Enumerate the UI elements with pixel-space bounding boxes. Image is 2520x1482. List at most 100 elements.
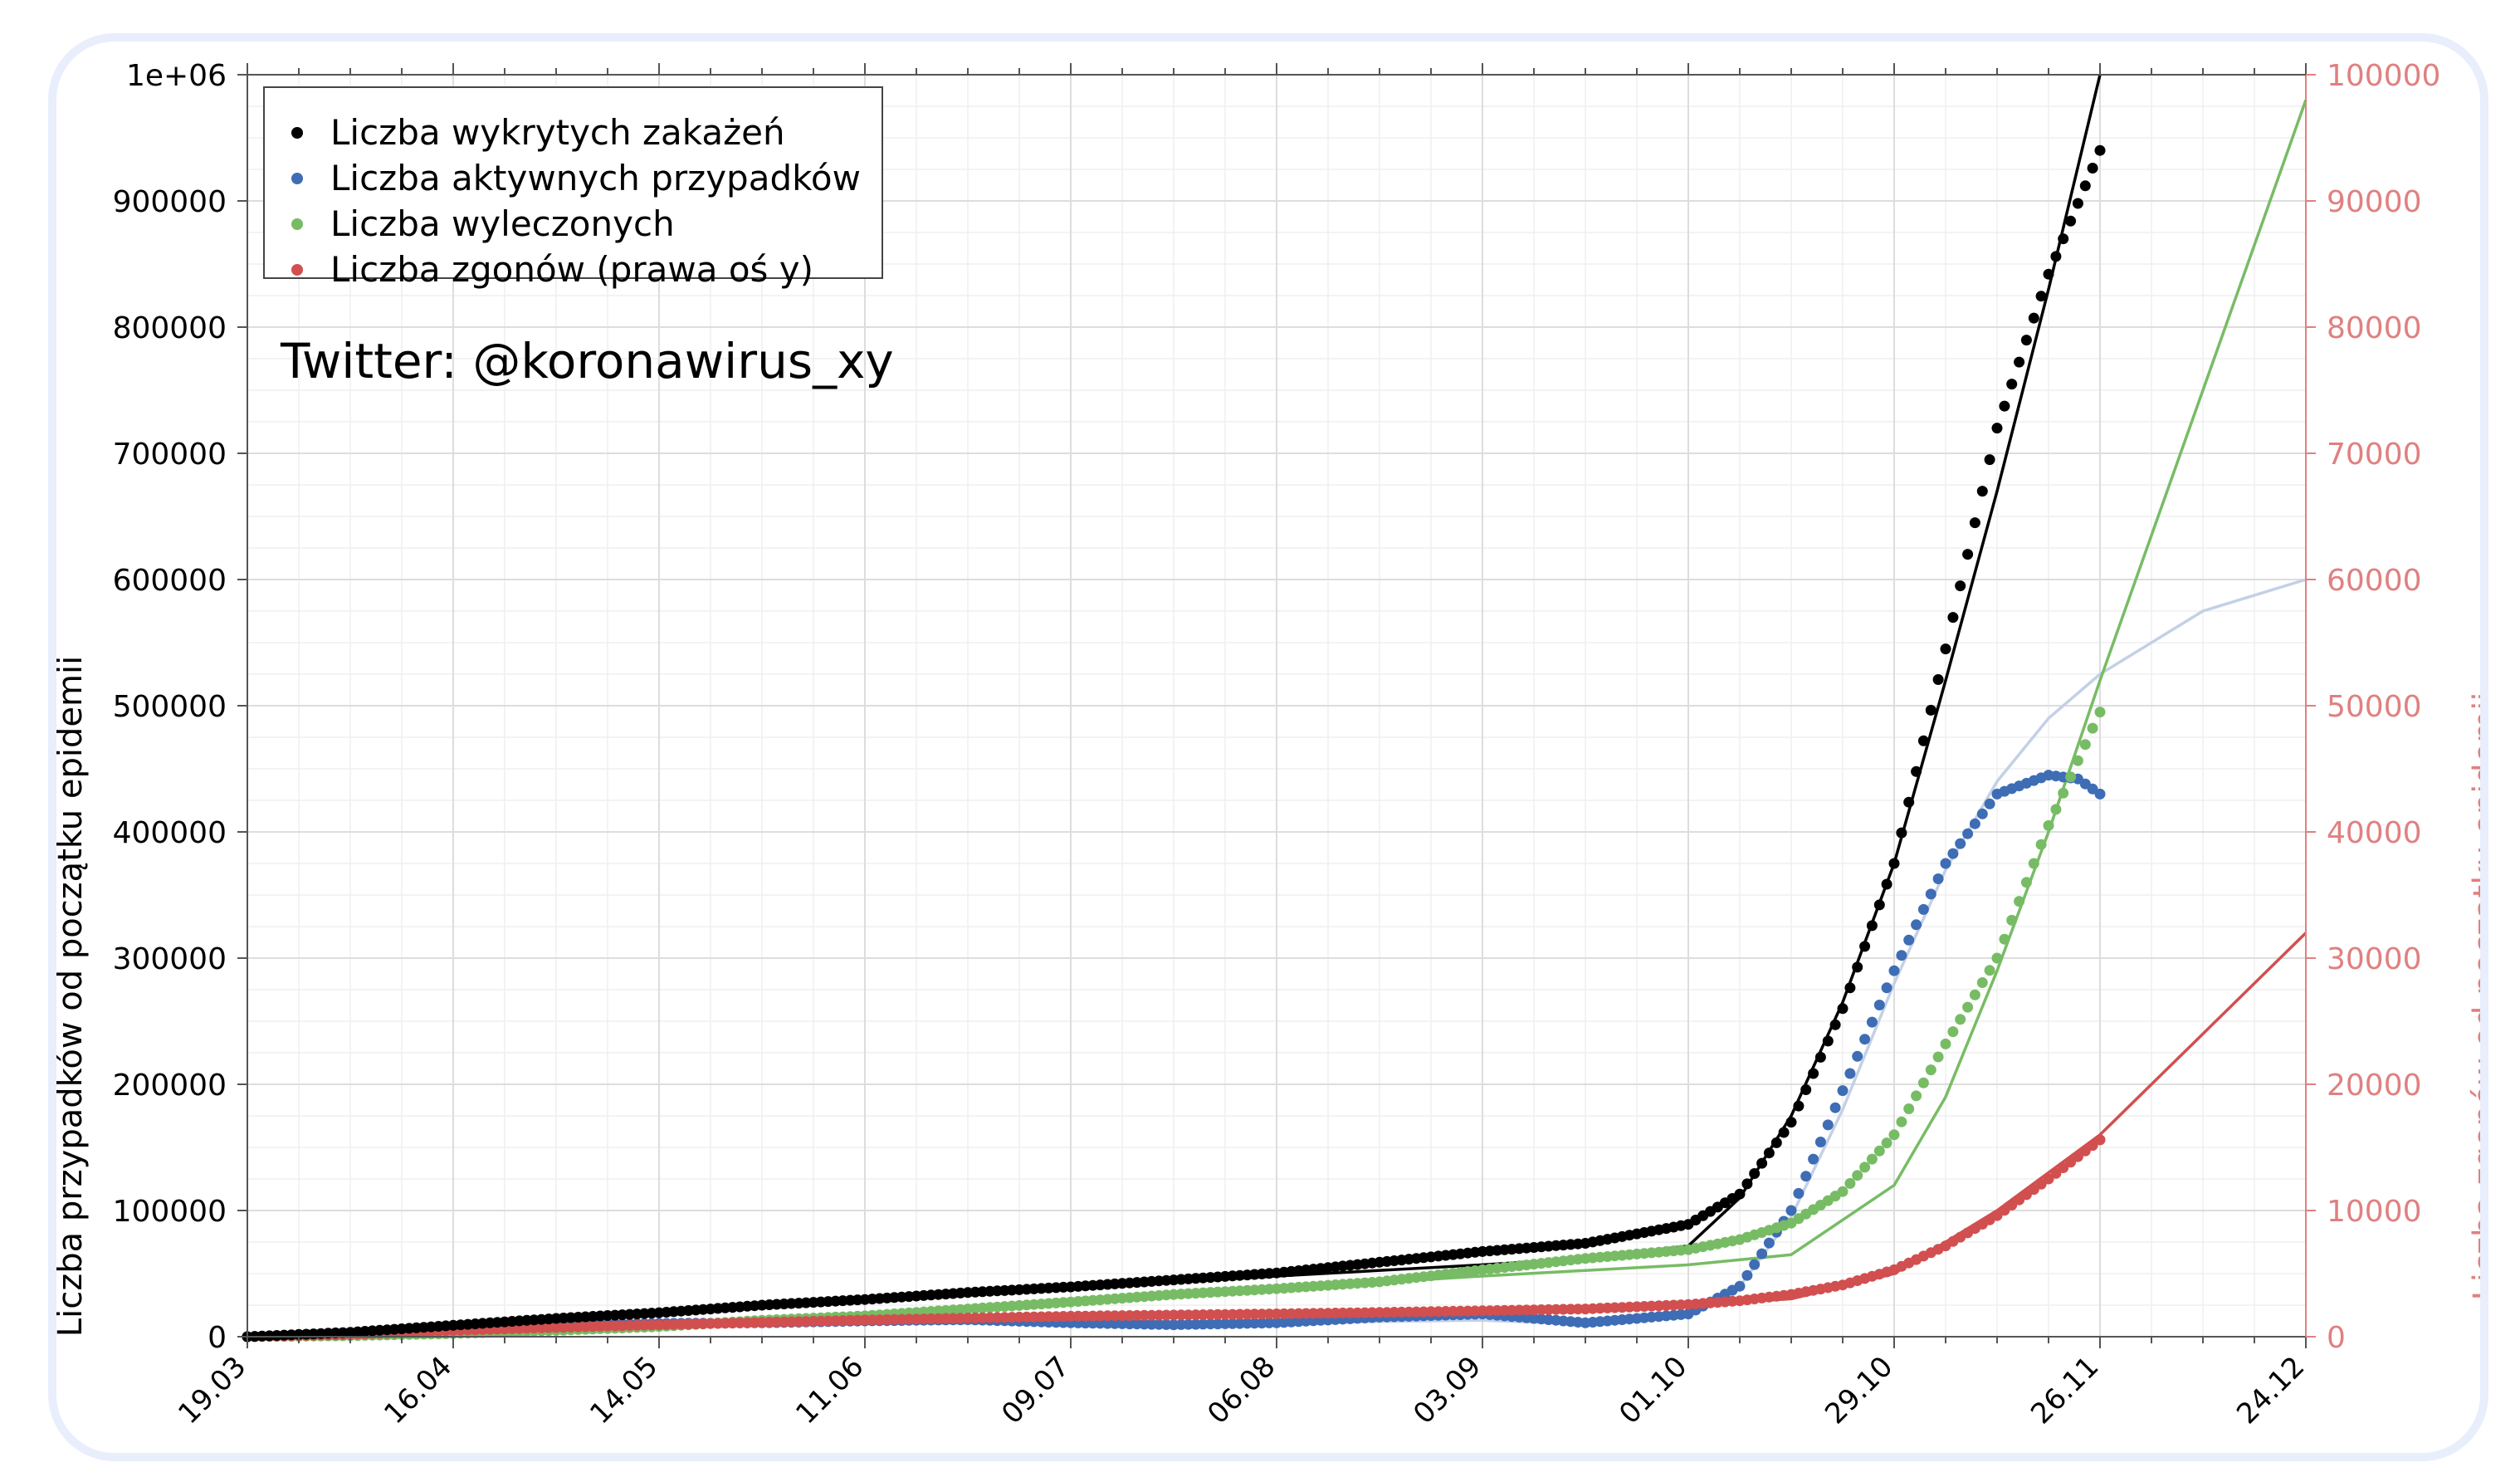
data-point-recovered	[1969, 989, 1980, 1000]
y2-tick-label: 70000	[2327, 438, 2422, 472]
legend-label-recovered: Liczba wyleczonych	[330, 203, 675, 244]
data-point-active	[1800, 1171, 1812, 1182]
y2-tick-label: 90000	[2327, 185, 2422, 219]
data-point-cases	[1940, 643, 1951, 655]
data-point-cases	[1859, 941, 1871, 952]
data-point-active	[1808, 1153, 1819, 1165]
data-point-active	[1859, 1034, 1871, 1045]
x-tick-label: 19.03	[172, 1350, 252, 1431]
data-point-deaths	[2072, 1151, 2083, 1162]
x-tick-label: 06.08	[1201, 1350, 1282, 1431]
data-point-recovered	[1932, 1051, 1944, 1063]
data-point-cases	[1955, 580, 1966, 592]
data-point-active	[1741, 1269, 1753, 1281]
data-point-cases	[1969, 517, 1980, 529]
data-point-deaths	[2079, 1145, 2091, 1157]
data-point-recovered	[1911, 1090, 1922, 1102]
left-axis-ticks: 0 100000 200000 300000 400000 500000 600000 700…	[113, 59, 247, 1355]
data-point-active	[1814, 1137, 1826, 1147]
data-point-cases	[2006, 379, 2018, 390]
legend-label-active: Liczba aktywnych przypadków	[330, 158, 861, 198]
data-point-active	[1896, 950, 1907, 961]
legend-box	[263, 86, 883, 279]
data-point-active	[1947, 848, 1959, 859]
data-point-cases	[2065, 215, 2077, 227]
data-point-cases	[1734, 1188, 1746, 1200]
data-point-cases	[1991, 423, 2003, 434]
data-point-recovered	[2094, 707, 2106, 718]
data-point-active	[1852, 1050, 1863, 1062]
legend-label-cases: Liczba wykrytych zakażeń	[330, 112, 785, 153]
data-point-active	[1881, 982, 1892, 994]
data-point-recovered	[2020, 877, 2032, 888]
data-point-recovered	[1947, 1026, 1959, 1038]
data-point-active	[1932, 873, 1944, 884]
data-point-cases	[1785, 1117, 1797, 1128]
data-point-cases	[1808, 1068, 1819, 1079]
data-point-cases	[1888, 858, 1900, 869]
data-point-deaths	[2043, 1173, 2054, 1185]
data-point-active	[1888, 965, 1900, 976]
data-point-cases	[1814, 1051, 1826, 1063]
y2-tick-label: 10000	[2327, 1195, 2422, 1229]
data-point-cases	[1932, 674, 1944, 685]
data-point-recovered	[1962, 1001, 1974, 1013]
data-point-cases	[1822, 1035, 1834, 1047]
y2-tick-label: 60000	[2327, 564, 2422, 598]
data-point-active	[1903, 934, 1915, 946]
data-point-active	[2094, 788, 2106, 800]
x-tick-label: 03.09	[1407, 1350, 1487, 1431]
x-tick-label: 01.10	[1613, 1350, 1693, 1431]
data-point-deaths	[2058, 1162, 2069, 1173]
x-axis-ticks: 19.03 16.04 14.05 11.06 09.07 06.08 03.09 01.10…	[172, 1350, 2311, 1431]
data-point-cases	[1881, 878, 1892, 890]
y-tick-label: 300000	[113, 942, 227, 976]
data-point-active	[1873, 1000, 1885, 1010]
data-point-active	[1837, 1085, 1848, 1097]
data-point-recovered	[1925, 1064, 1936, 1076]
data-point-active	[1984, 798, 1995, 809]
twitter-annotation: Twitter: @koronawirus_xy	[280, 333, 894, 389]
data-point-deaths	[2050, 1167, 2062, 1179]
y-tick-label: 900000	[113, 185, 227, 219]
x-tick-label: 14.05	[584, 1350, 664, 1431]
data-point-cases	[1741, 1178, 1753, 1190]
data-point-cases	[2094, 144, 2106, 156]
legend-label-deaths: Liczba zgonów (prawa oś y)	[330, 249, 813, 290]
y-tick-label: 400000	[113, 816, 227, 850]
data-point-cases	[2072, 198, 2083, 209]
data-point-cases	[2020, 335, 2032, 346]
y-tick-label: 1e+06	[126, 59, 227, 93]
legend-marker-active	[291, 173, 303, 184]
x-tick-label: 24.12	[2230, 1350, 2311, 1431]
y-tick-label: 200000	[113, 1069, 227, 1103]
data-point-active	[1962, 828, 1974, 839]
data-point-cases	[1770, 1137, 1782, 1148]
data-point-recovered	[1903, 1103, 1915, 1114]
data-point-cases	[1749, 1168, 1761, 1179]
y-tick-label: 100000	[113, 1195, 227, 1229]
x-tick-label: 16.04	[378, 1350, 458, 1431]
data-point-active	[1976, 808, 1988, 819]
data-point-cases	[2014, 356, 2025, 368]
data-point-recovered	[2043, 819, 2054, 831]
data-point-cases	[1947, 612, 1959, 624]
data-point-cases	[2028, 312, 2039, 324]
y2-tick-label: 30000	[2327, 942, 2422, 976]
data-point-cases	[2035, 291, 2047, 302]
data-point-recovered	[1859, 1162, 1871, 1173]
y2-tick-label: 40000	[2327, 816, 2422, 850]
x-tick-label: 09.07	[995, 1350, 1076, 1431]
y-tick-label: 600000	[113, 564, 227, 598]
legend: Liczba wykrytych zakażeń Liczba aktywnych…	[263, 86, 883, 290]
data-point-recovered	[2065, 771, 2077, 783]
data-point-cases	[1976, 486, 1988, 497]
data-point-active	[1749, 1259, 1761, 1270]
data-point-cases	[2079, 180, 2091, 192]
y2-tick-label: 20000	[2327, 1069, 2422, 1103]
data-point-active	[1866, 1016, 1878, 1028]
data-point-cases	[1800, 1084, 1812, 1095]
right-axis-ticks: 0 10000 20000 30000 40000 50000 60000 70000 8000…	[2306, 59, 2440, 1355]
data-point-recovered	[1852, 1170, 1863, 1181]
data-point-cases	[1756, 1157, 1768, 1169]
